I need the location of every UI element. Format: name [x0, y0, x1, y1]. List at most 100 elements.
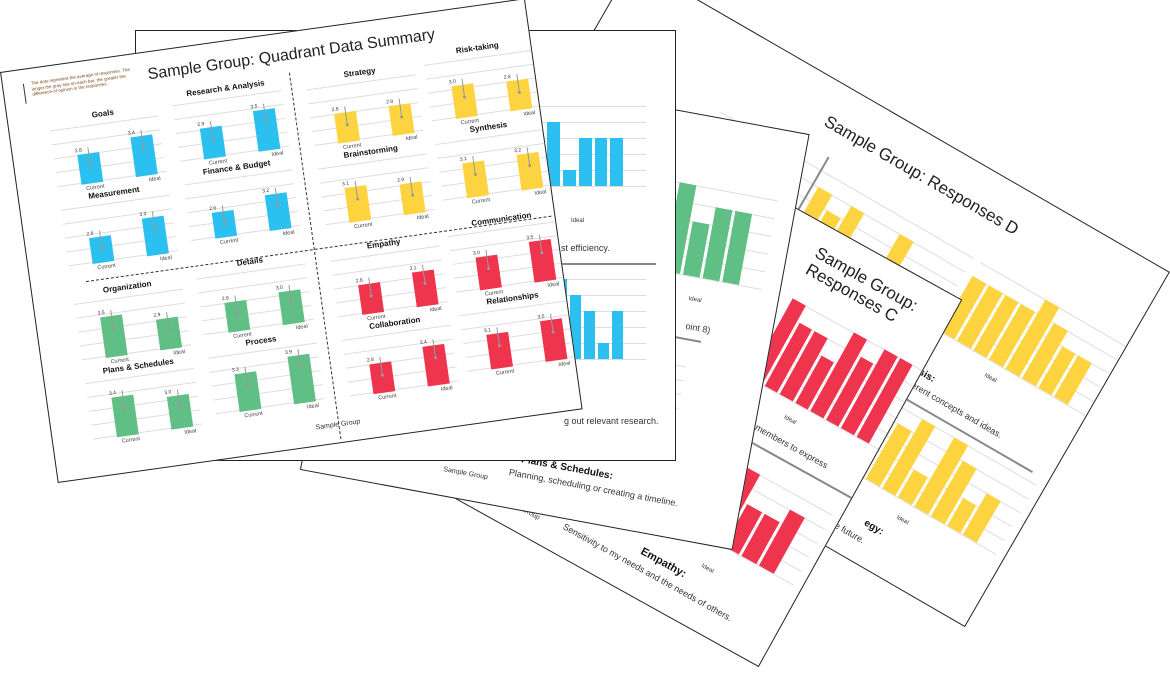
average-dot: [540, 250, 544, 255]
quadrant-chart-relationships: Relationships 3.1 3.5 Current Ideal: [452, 286, 582, 390]
bar-current: [369, 361, 396, 395]
bar-ideal: [388, 103, 415, 136]
gridline: [516, 106, 646, 107]
gridline: [556, 295, 646, 296]
ideal-label: Ideal: [571, 218, 585, 224]
bar-current: [344, 185, 372, 223]
ideal-label: Ideal: [895, 514, 910, 527]
gridline: [556, 327, 646, 328]
bar-current: [334, 110, 361, 144]
ideal-label: Ideal: [700, 563, 715, 575]
value-label: 2.8: [74, 147, 83, 155]
bar: [570, 295, 581, 359]
bar: [612, 311, 623, 359]
bar-current: [224, 300, 251, 333]
bar-current: [358, 282, 385, 315]
value-label: 3.0: [448, 78, 457, 86]
value-label: 3.4: [127, 130, 136, 137]
bar-current: [111, 394, 139, 438]
bar-chart: [516, 106, 646, 187]
divider: [546, 263, 656, 265]
average-dot: [211, 137, 215, 141]
value-label: 2.8: [503, 74, 512, 82]
bar-current: [100, 313, 128, 359]
value-label: 3.9: [284, 349, 293, 356]
bar-ideal: [422, 344, 450, 387]
research-desc: g out relevant research.: [564, 416, 659, 426]
value-label: 3.2: [513, 146, 522, 154]
page-quadrant-summary: The dots represent the average of respon…: [0, 0, 583, 483]
value-label: 2.8: [221, 295, 230, 303]
value-label: 2.8: [331, 106, 340, 114]
bar-ideal: [156, 316, 183, 351]
value-label: 3.4: [419, 339, 428, 347]
footer-label: Sample Group: [442, 466, 489, 482]
bar-current: [199, 125, 227, 160]
value-label: 2.6: [208, 204, 217, 212]
value-label: 2.9: [396, 176, 405, 184]
gridline: [556, 279, 646, 280]
bar-current: [451, 83, 478, 119]
bar: [563, 170, 576, 186]
average-dot: [551, 329, 555, 334]
value-label: 3.2: [261, 187, 270, 195]
bar-current: [77, 152, 104, 185]
value-label: 2.8: [355, 277, 364, 285]
quadrant-chart-synthesis: Synthesis 3.1 3.2 Current Ideal: [428, 114, 559, 218]
value-label: 3.3: [231, 366, 240, 374]
value-label: 3.5: [97, 309, 106, 317]
gridline: [516, 122, 646, 123]
average-dot: [276, 203, 280, 208]
bar-current: [462, 160, 490, 199]
quadrant-chart-finance-budget: Finance & Budget 2.6 3.2 Current Ideal: [177, 155, 308, 259]
footer-label: Sample Group: [315, 418, 361, 432]
gridline: [556, 311, 646, 312]
bar-chart: [940, 261, 1128, 418]
value-label: 2.8: [366, 356, 375, 364]
average-dot: [411, 193, 415, 197]
value-label: 2.9: [197, 120, 205, 128]
value-label: 3.5: [537, 313, 545, 321]
bar-ideal: [399, 180, 426, 216]
bar-ideal: [141, 215, 170, 257]
strategy-heading: egy:: [862, 517, 886, 538]
average-dot: [111, 326, 116, 330]
value-label: 3.0: [164, 389, 172, 397]
bar-ideal: [167, 393, 194, 430]
bar: [547, 122, 561, 186]
value-label: 3.1: [459, 156, 468, 164]
bar: [610, 138, 623, 186]
quadrant-chart-measurement: Measurement 2.6 3.3 Current Ideal: [54, 180, 185, 284]
ideal-label: Ideal: [688, 295, 702, 305]
legend-note: The dots represent the average of respon…: [30, 66, 131, 97]
point-note: oint 8): [684, 320, 712, 336]
gridline: [308, 88, 418, 105]
ideal-label: Ideal: [782, 414, 797, 427]
efficiency-desc: st efficiency.: [561, 243, 610, 253]
bar: [594, 138, 608, 186]
average-dot: [100, 246, 104, 251]
gridline: [556, 359, 646, 360]
value-label: 3.1: [409, 265, 417, 273]
value-label: 2.9: [153, 311, 161, 319]
bar-current: [475, 254, 503, 291]
legend-icon: [22, 83, 27, 104]
bar-ideal: [253, 107, 281, 152]
average-dot: [264, 119, 268, 124]
value-label: 3.4: [108, 390, 117, 398]
quadrant-chart-collaboration: Collaboration 2.8 3.4 Current Ideal: [335, 310, 466, 414]
bar-ideal: [540, 317, 568, 362]
value-label: 3.0: [472, 249, 481, 257]
value-label: 3.0: [275, 284, 284, 292]
bar-ideal: [130, 134, 158, 178]
bar-ideal: [412, 269, 439, 308]
bar-ideal: [506, 78, 533, 112]
bar-current: [486, 331, 514, 370]
quadrant-chart-brainstorming: Brainstorming 3.1 2.9 Current Ideal: [311, 139, 442, 243]
quadrant-chart-process: Process 3.3 3.9 Current Ideal: [201, 328, 332, 432]
value-label: 3.1: [483, 327, 492, 335]
value-label: 2.8: [385, 98, 394, 106]
bar: [584, 311, 595, 359]
value-label: 3.5: [525, 233, 534, 241]
bar-ideal: [287, 353, 317, 405]
